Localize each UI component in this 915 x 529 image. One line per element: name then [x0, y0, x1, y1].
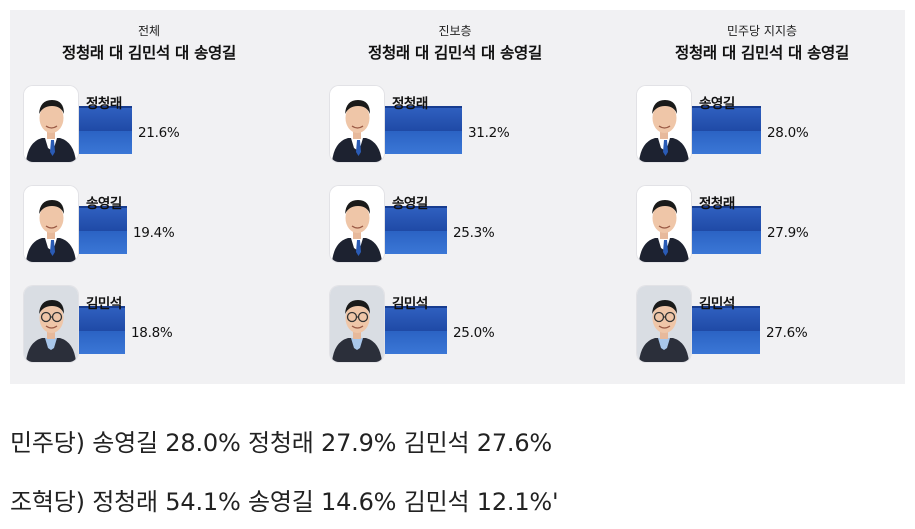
bar [385, 306, 447, 354]
bar [692, 106, 761, 154]
panel-title: 정청래 대 김민석 대 송영길 [675, 44, 849, 62]
panel-subtitle: 민주당 지지층 [726, 24, 798, 38]
candidate-photo [24, 186, 78, 262]
candidate-photo [330, 286, 384, 362]
candidate-name-label: 송영길 [392, 196, 428, 212]
value-label: 18.8% [131, 325, 173, 341]
candidate-photo-icon [24, 286, 78, 362]
panel-title: 정청래 대 김민석 대 송영길 [62, 44, 236, 62]
bar [692, 306, 760, 354]
note-line-other-party: 조혁당) 정청래 54.1% 송영길 14.6% 김민석 12.1%' [10, 488, 559, 516]
panel-title: 정청래 대 김민석 대 송영길 [368, 44, 542, 62]
candidate-name-label: 송영길 [699, 96, 735, 112]
bar-row: 정청래 27.9% [637, 186, 887, 262]
candidate-photo-icon [637, 286, 691, 362]
value-label: 31.2% [468, 125, 510, 141]
candidate-photo-icon [637, 86, 691, 162]
chart-panel-progressive: 진보층 정청래 대 김민석 대 송영길 정청래 31.2% 송영길 25.3% 김민석 2… [330, 10, 580, 384]
candidate-name-label: 정청래 [699, 196, 735, 212]
candidate-photo-icon [330, 186, 384, 262]
bar-row: 송영길 19.4% [24, 186, 274, 262]
bar-row: 김민석 25.0% [330, 286, 580, 362]
candidate-photo [24, 286, 78, 362]
bar-row: 정청래 31.2% [330, 86, 580, 162]
candidate-photo-icon [330, 286, 384, 362]
candidate-photo [24, 86, 78, 162]
candidate-photo [637, 86, 691, 162]
bar-row: 송영길 25.3% [330, 186, 580, 262]
chart-panel-party-supporters: 민주당 지지층 정청래 대 김민석 대 송영길 송영길 28.0% 정청래 27.9%… [637, 10, 887, 384]
candidate-photo-icon [637, 186, 691, 262]
chart-panels: 전체 정청래 대 김민석 대 송영길 정청래 21.6% 송영길 19.4% 김민석 18… [10, 10, 905, 384]
value-label: 25.0% [453, 325, 495, 341]
value-label: 27.9% [767, 225, 809, 241]
bar [79, 106, 132, 154]
candidate-name-label: 정청래 [86, 96, 122, 112]
note-line-party: 민주당) 송영길 28.0% 정청래 27.9% 김민석 27.6% [10, 429, 553, 457]
candidate-name-label: 김민석 [699, 296, 735, 312]
value-label: 27.6% [766, 325, 808, 341]
candidate-photo-icon [330, 86, 384, 162]
candidate-photo [637, 186, 691, 262]
value-label: 19.4% [133, 225, 175, 241]
value-label: 25.3% [453, 225, 495, 241]
bar-row: 송영길 28.0% [637, 86, 887, 162]
bar [385, 106, 462, 154]
candidate-photo-icon [24, 86, 78, 162]
bar [385, 206, 447, 254]
candidate-photo [637, 286, 691, 362]
bar [79, 206, 127, 254]
bar [692, 206, 761, 254]
bar-row: 김민석 27.6% [637, 286, 887, 362]
candidate-name-label: 송영길 [86, 196, 122, 212]
candidate-name-label: 김민석 [392, 296, 428, 312]
bar-row: 정청래 21.6% [24, 86, 274, 162]
chart-panel-overall: 전체 정청래 대 김민석 대 송영길 정청래 21.6% 송영길 19.4% 김민석 18… [24, 10, 274, 384]
value-label: 28.0% [767, 125, 809, 141]
value-label: 21.6% [138, 125, 180, 141]
bar-row: 김민석 18.8% [24, 286, 274, 362]
candidate-name-label: 정청래 [392, 96, 428, 112]
candidate-photo [330, 86, 384, 162]
candidate-name-label: 김민석 [86, 296, 122, 312]
panel-subtitle: 전체 [137, 24, 161, 38]
bar [79, 306, 125, 354]
candidate-photo [330, 186, 384, 262]
panel-subtitle: 진보층 [438, 24, 472, 38]
candidate-photo-icon [24, 186, 78, 262]
